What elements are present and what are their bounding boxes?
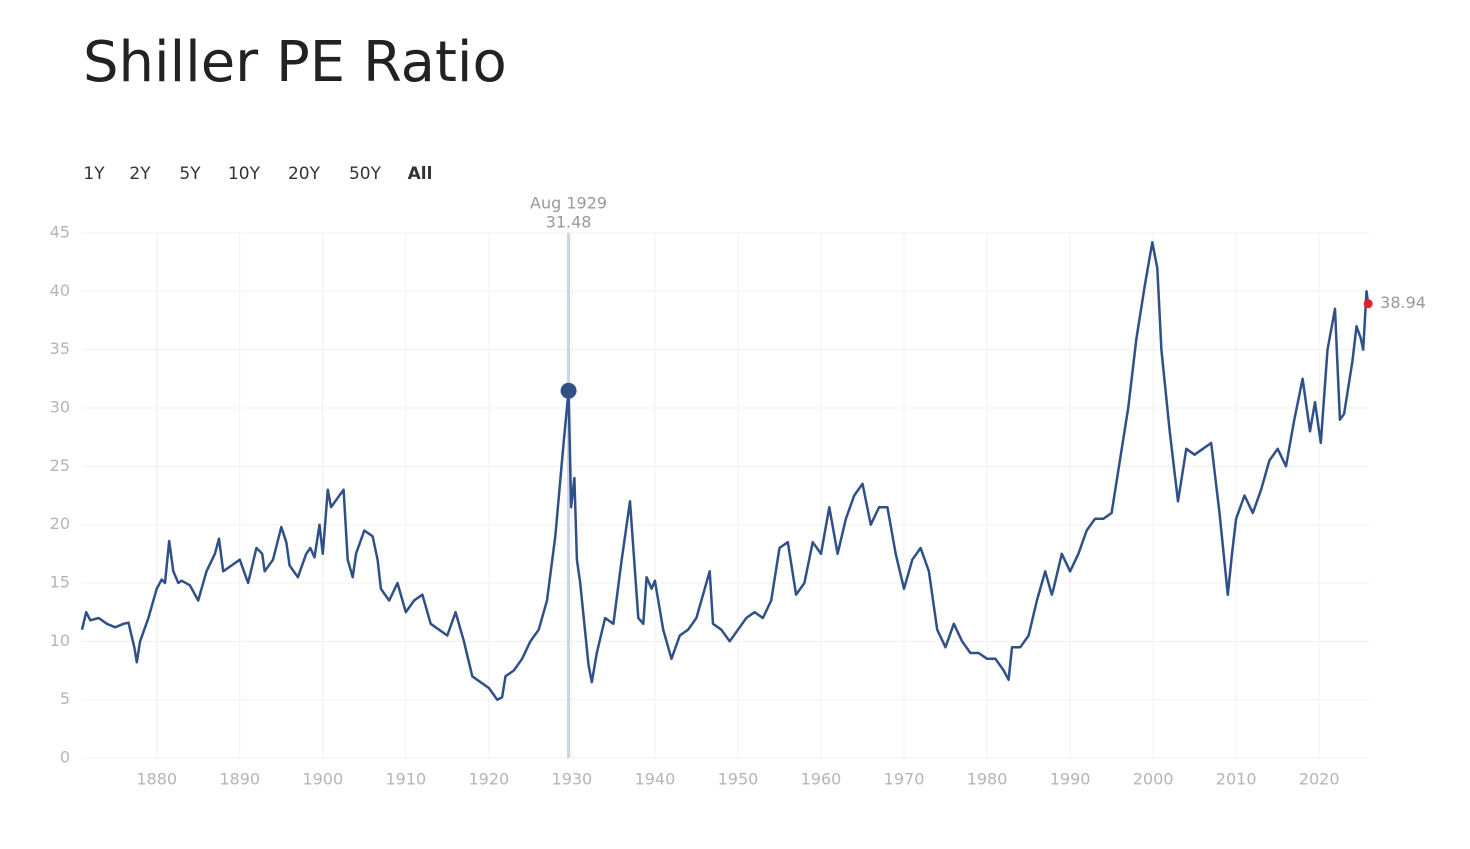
- x-tick-label: 1880: [136, 770, 177, 789]
- y-tick-label: 5: [60, 689, 70, 708]
- range-button[interactable]: All: [408, 164, 433, 184]
- x-tick-label: 1950: [718, 770, 759, 789]
- range-button[interactable]: 1Y: [83, 164, 105, 184]
- x-tick-label: 1900: [302, 770, 343, 789]
- x-tick-label: 1910: [385, 770, 426, 789]
- last-value-label: 38.94: [1380, 293, 1426, 312]
- x-tick-label: 1920: [468, 770, 509, 789]
- x-tick-label: 1980: [967, 770, 1008, 789]
- page-title: Shiller PE Ratio: [83, 30, 507, 95]
- series-line: [80, 241, 1370, 701]
- y-tick-label: 0: [60, 748, 70, 767]
- x-tick-label: 1940: [635, 770, 676, 789]
- x-tick-label: 1990: [1050, 770, 1091, 789]
- range-button[interactable]: 50Y: [349, 164, 382, 184]
- x-tick-label: 1970: [884, 770, 925, 789]
- range-button[interactable]: 2Y: [129, 164, 151, 184]
- y-tick-label: 25: [50, 456, 70, 475]
- highlight-point: [560, 382, 577, 399]
- tooltip-value: 31.48: [546, 213, 592, 232]
- y-tick-label: 30: [50, 398, 70, 417]
- x-tick-label: 1960: [801, 770, 842, 789]
- range-button[interactable]: 10Y: [228, 164, 261, 184]
- y-tick-label: 45: [50, 223, 70, 242]
- y-tick-label: 10: [50, 631, 70, 650]
- y-tick-label: 15: [50, 573, 70, 592]
- y-tick-label: 40: [50, 281, 70, 300]
- x-tick-label: 1930: [552, 770, 593, 789]
- x-tick-label: 2010: [1216, 770, 1257, 789]
- range-button[interactable]: 5Y: [179, 164, 201, 184]
- tooltip-date: Aug 1929: [530, 194, 607, 213]
- y-tick-label: 20: [50, 514, 70, 533]
- x-tick-label: 1890: [219, 770, 260, 789]
- range-button[interactable]: 20Y: [288, 164, 321, 184]
- y-tick-label: 35: [50, 339, 70, 358]
- x-tick-label: 2020: [1299, 770, 1340, 789]
- x-tick-label: 2000: [1133, 770, 1174, 789]
- last-point: [1363, 299, 1373, 309]
